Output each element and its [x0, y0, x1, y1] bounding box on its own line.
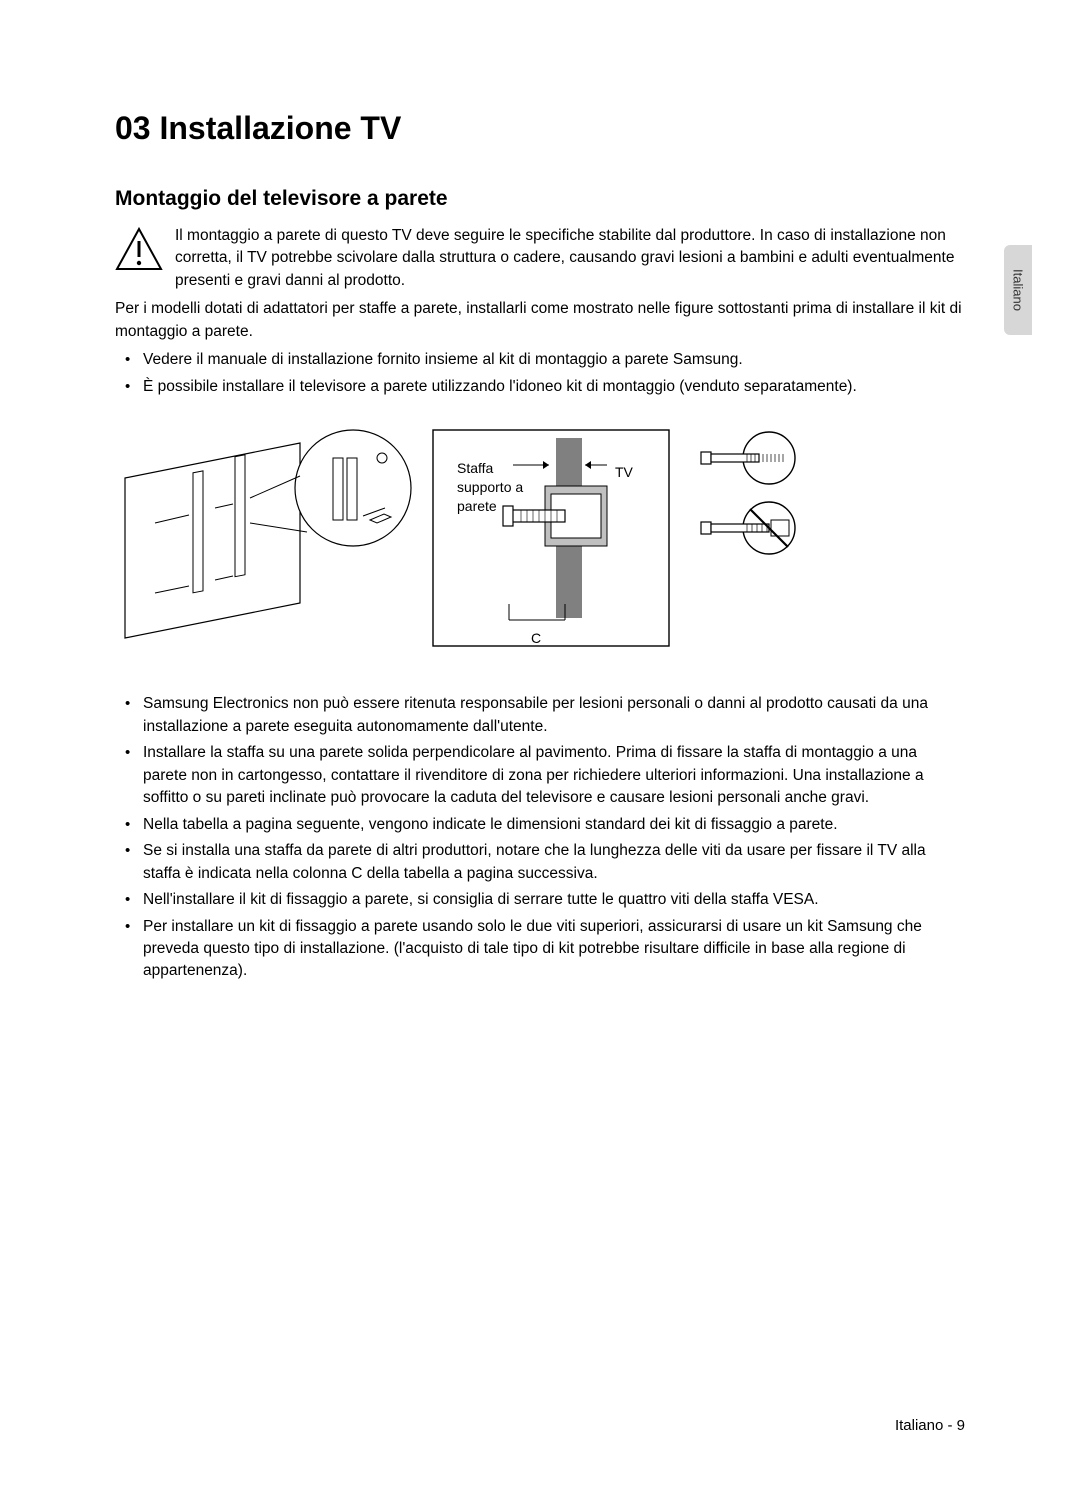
warning-block: Il montaggio a parete di questo TV deve …: [115, 225, 965, 292]
warning-icon: [115, 225, 163, 273]
subheading: Montaggio del televisore a parete: [115, 187, 965, 211]
list-item: Nell'installare il kit di fissaggio a pa…: [143, 889, 965, 911]
intro-paragraph: Per i modelli dotati di adattatori per s…: [115, 298, 965, 343]
page: 03 Installazione TV Montaggio del televi…: [0, 0, 1080, 1047]
top-bullet-list: Vedere il manuale di installazione forni…: [115, 349, 965, 398]
bottom-bullet-list: Samsung Electronics non può essere riten…: [115, 693, 965, 983]
list-item: Se si installa una staffa da parete di a…: [143, 840, 965, 885]
page-footer: Italiano - 9: [895, 1417, 965, 1434]
list-item: Vedere il manuale di installazione forni…: [143, 349, 965, 371]
diagram-area: Staffa supporto a parete TV C: [115, 428, 965, 653]
list-item: Nella tabella a pagina seguente, vengono…: [143, 814, 965, 836]
warning-text: Il montaggio a parete di questo TV deve …: [175, 225, 965, 292]
section-number: 03: [115, 110, 151, 146]
diagram-tv-back: [115, 428, 415, 648]
list-item: Samsung Electronics non può essere riten…: [143, 693, 965, 738]
diagram-cross-section-block: Staffa supporto a parete TV C: [431, 428, 671, 653]
list-item: Installare la staffa su una parete solid…: [143, 742, 965, 809]
label-bracket: Staffa supporto a parete: [457, 459, 527, 516]
label-c: C: [531, 629, 541, 648]
section-title: Installazione TV: [159, 110, 401, 146]
language-tab-label: Italiano: [1011, 269, 1026, 311]
list-item: È possibile installare il televisore a p…: [143, 376, 965, 398]
diagram-screws: [687, 428, 807, 568]
label-tv: TV: [615, 463, 633, 482]
list-item: Per installare un kit di fissaggio a par…: [143, 916, 965, 983]
language-tab: Italiano: [1004, 245, 1032, 335]
section-heading: 03 Installazione TV: [115, 110, 965, 147]
